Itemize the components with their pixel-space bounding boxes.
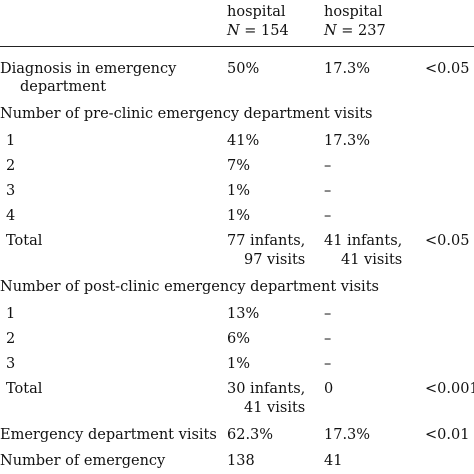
cell-col1: 138 <box>227 453 255 469</box>
col1-header: hospital <box>227 4 286 20</box>
col2-header: hospital <box>324 4 383 20</box>
row-label: Number of emergency <box>0 453 166 469</box>
cell-p: <0.05 <box>425 233 470 249</box>
cell-col1: 50% <box>227 61 260 77</box>
cell-col1: 1% <box>227 183 251 199</box>
col2-n: N = 237 <box>324 23 386 39</box>
cell-col1: 41% <box>227 133 260 149</box>
cell-p: <0.05 <box>425 61 470 77</box>
row-label: Diagnosis in emergency <box>0 61 177 77</box>
row-label: department <box>20 79 107 95</box>
cell-col1: 1% <box>227 208 251 224</box>
cell-col2: – <box>324 158 332 174</box>
cell-col1: 13% <box>227 306 260 322</box>
row-label: 1 <box>6 306 16 322</box>
row-label: 1 <box>6 133 16 149</box>
cell-col1: 7% <box>227 158 251 174</box>
cell-col2: – <box>324 356 332 372</box>
header-rule <box>0 46 474 47</box>
cell-col2: – <box>324 183 332 199</box>
row-label: 2 <box>6 331 16 347</box>
cell-col2: 41 infants, <box>324 233 403 249</box>
row-label: 4 <box>6 208 16 224</box>
section-heading: Number of pre-clinic emergency departmen… <box>0 106 373 122</box>
cell-col1: 6% <box>227 331 251 347</box>
cell-col1-line2: 97 visits <box>244 252 306 268</box>
cell-col2: 17.3% <box>324 133 371 149</box>
cell-col2: – <box>324 208 332 224</box>
cell-p: <0.001 <box>425 381 474 397</box>
cell-col2: – <box>324 306 332 322</box>
cell-col2: – <box>324 331 332 347</box>
cell-col2: 17.3% <box>324 427 371 443</box>
cell-p: <0.01 <box>425 427 470 443</box>
row-label: Emergency department visits <box>0 427 217 443</box>
cell-col2: 0 <box>324 381 334 397</box>
row-label: Total <box>6 381 43 397</box>
row-label: 3 <box>6 356 16 372</box>
cell-col1-line2: 41 visits <box>244 400 306 416</box>
cell-col1: 77 infants, <box>227 233 306 249</box>
cell-col1: 30 infants, <box>227 381 306 397</box>
cell-col2-line2: 41 visits <box>341 252 403 268</box>
cell-col2: 17.3% <box>324 61 371 77</box>
col1-n: N = 154 <box>227 23 289 39</box>
row-label: 3 <box>6 183 16 199</box>
cell-col1: 62.3% <box>227 427 274 443</box>
cell-col1: 1% <box>227 356 251 372</box>
cell-col2: 41 <box>324 453 343 469</box>
section-heading: Number of post-clinic emergency departme… <box>0 279 379 295</box>
row-label: 2 <box>6 158 16 174</box>
row-label: Total <box>6 233 43 249</box>
